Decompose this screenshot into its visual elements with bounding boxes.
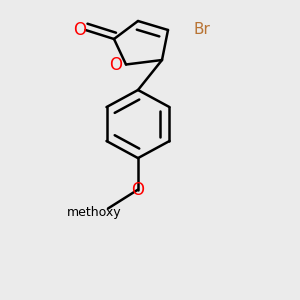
Text: O: O (131, 181, 145, 199)
Text: O: O (109, 56, 122, 74)
Text: O: O (74, 21, 87, 39)
Text: methoxy: methoxy (67, 206, 122, 219)
Text: Br: Br (194, 22, 210, 38)
